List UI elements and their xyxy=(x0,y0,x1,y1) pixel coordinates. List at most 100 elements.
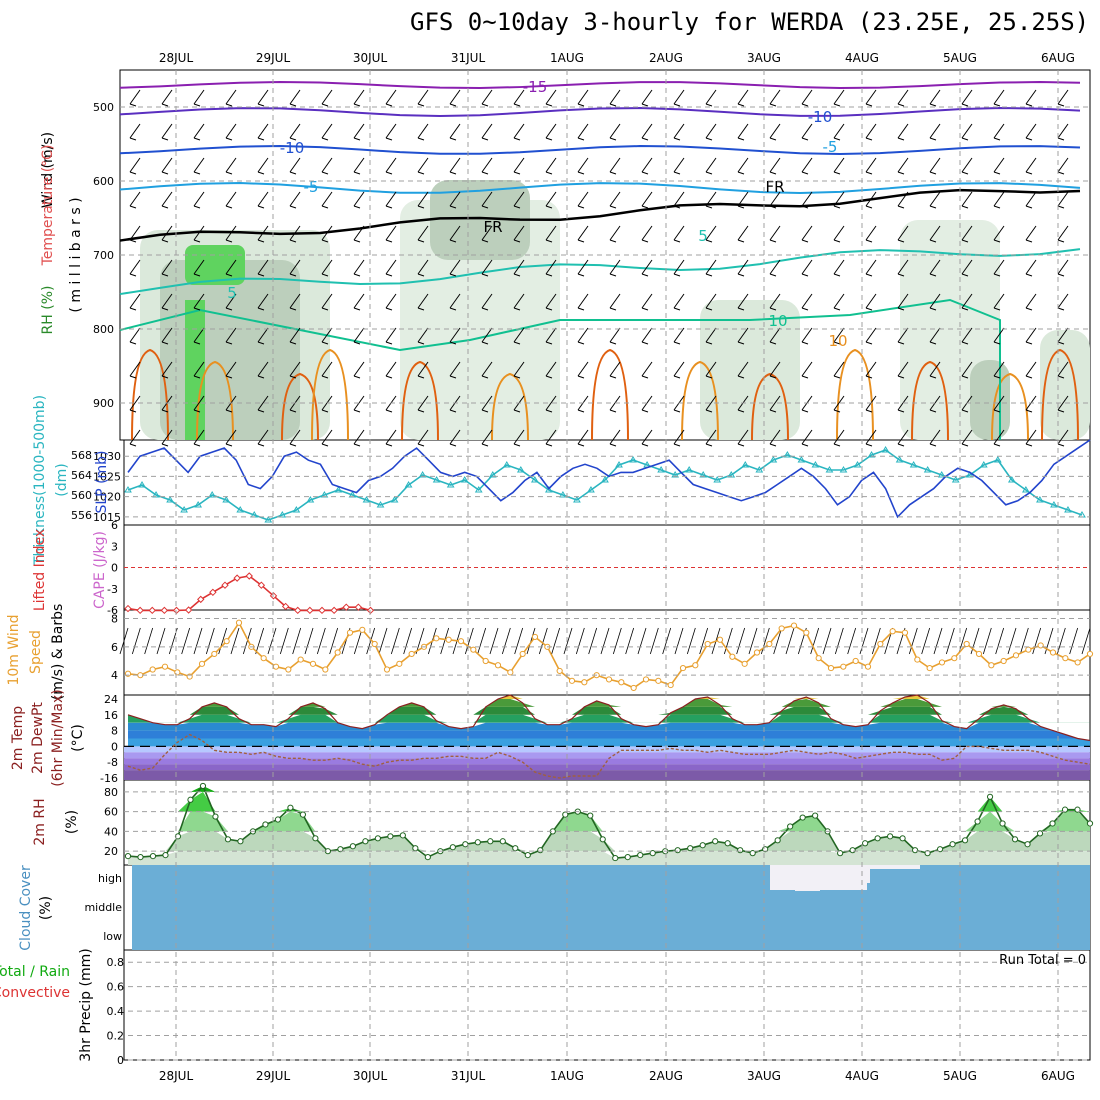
wind-barb xyxy=(289,429,301,447)
wind-barb xyxy=(417,361,429,379)
thickness-series-point xyxy=(685,466,694,473)
wind-barb xyxy=(737,327,749,345)
wind-barb xyxy=(961,123,973,141)
10m-wind-series-point xyxy=(1062,655,1069,662)
thickness-series-point xyxy=(853,461,862,468)
2m-rh-series-point xyxy=(337,846,344,853)
10m-wind-series-point xyxy=(531,633,539,641)
li-tick: -3 xyxy=(107,583,118,596)
wind-barb xyxy=(321,361,333,379)
10m-wind-barb xyxy=(970,627,980,655)
10m-wind-barb xyxy=(982,627,992,655)
thickness-series-point xyxy=(1007,476,1016,483)
thickness-series-point xyxy=(769,456,778,463)
rh-fill-band xyxy=(128,831,1090,852)
10m-wind-series-point xyxy=(605,676,613,683)
10m-wind-series-point xyxy=(766,640,773,648)
10m-wind-series-point xyxy=(556,667,563,675)
10m-wind-barb xyxy=(637,627,647,655)
wind-barb xyxy=(801,191,813,209)
10m-wind-series-point xyxy=(667,681,674,689)
wind-barb xyxy=(545,225,557,243)
wind-barb xyxy=(353,191,365,209)
wind-barb xyxy=(545,123,557,141)
10m-wind-barb xyxy=(822,627,832,655)
wind-barb xyxy=(641,191,653,209)
wind-barb xyxy=(513,157,525,175)
wind-barb xyxy=(257,191,269,209)
lifted-index-series-point xyxy=(233,574,241,582)
10m-wind-barb xyxy=(674,627,684,655)
date-label-bottom: 4AUG xyxy=(845,1069,879,1083)
wind-barb xyxy=(353,429,365,447)
10m-wind-barb xyxy=(131,627,141,655)
wind-barb xyxy=(961,429,973,447)
thickness-series-point xyxy=(867,451,876,458)
thickness-series-point xyxy=(334,486,343,493)
10m-wind-barb xyxy=(501,627,511,655)
wind-barb xyxy=(161,157,173,175)
precip-tick: 0.4 xyxy=(107,1005,125,1018)
wind-barb xyxy=(257,89,269,107)
wind-barb xyxy=(961,191,973,209)
wind-barb xyxy=(545,293,557,311)
isotherm-label: -15 xyxy=(523,78,548,96)
cloud-tick: low xyxy=(103,930,122,943)
warm-contour xyxy=(836,348,874,441)
wind-barb xyxy=(129,327,141,345)
thickness-axis-title: Thickness(1000-500mb) xyxy=(32,395,48,566)
date-label-top: 30JUL xyxy=(353,51,388,65)
precip-convective-label: Convective xyxy=(0,985,70,1001)
thickness-series-point xyxy=(502,461,511,468)
wind-barb xyxy=(737,123,749,141)
10m-wind-barb xyxy=(649,627,659,655)
wind-barb xyxy=(897,123,909,141)
thickness-series-point xyxy=(208,491,217,498)
date-label-bottom: 29JUL xyxy=(256,1069,291,1083)
wind-barb xyxy=(609,157,621,175)
wind-barb xyxy=(641,225,653,243)
thickness-series-point xyxy=(937,471,946,478)
10m-wind-barb xyxy=(834,627,844,655)
pressure-tick: 900 xyxy=(93,397,114,410)
10m-wind-series-point xyxy=(716,636,724,643)
thickness-series-point xyxy=(993,456,1002,463)
thickness-series-point xyxy=(530,476,539,483)
10m-wind-series-point xyxy=(297,656,304,663)
slp-tick: 1030 xyxy=(93,450,121,463)
2m-rh-series-point xyxy=(924,850,931,857)
wind-barb xyxy=(289,327,301,345)
10m-wind-series-point xyxy=(864,663,872,670)
cloud-gap xyxy=(870,865,920,869)
10m-wind-barb xyxy=(440,627,450,655)
wind-barb xyxy=(225,191,237,209)
wind-barb xyxy=(129,89,141,107)
10m-wind-series-point xyxy=(568,677,576,684)
rh-tick: 20 xyxy=(104,845,118,858)
wind-barb xyxy=(833,191,845,209)
wind-barb xyxy=(993,191,1005,209)
10m-wind-series-point xyxy=(889,628,896,635)
wind-barb xyxy=(897,429,909,447)
10m-wind-series-point xyxy=(753,649,761,656)
temp-fill-band xyxy=(128,714,1090,723)
10m-wind-series-point xyxy=(778,625,785,632)
10m-wind-series-point xyxy=(988,662,995,669)
10m-wind-barb xyxy=(242,627,252,655)
wind-barb xyxy=(129,395,141,413)
wind-barb xyxy=(961,327,973,345)
wind-barb xyxy=(353,293,365,311)
2m-rh-series-point xyxy=(224,836,232,843)
wind-barb xyxy=(193,123,205,141)
wind-barb xyxy=(929,225,941,243)
minmax-axis-title: (6hr Min/Max) xyxy=(50,689,66,786)
wind-barb xyxy=(929,429,941,447)
temp-fill-band xyxy=(128,722,1090,731)
li-tick: 3 xyxy=(111,540,118,553)
10m-wind-barb xyxy=(292,627,302,655)
wind-barb xyxy=(1025,293,1037,311)
wind-barb xyxy=(353,361,365,379)
10m-wind-series-point xyxy=(729,653,736,660)
wind-barb xyxy=(833,123,845,141)
thickness-series-point xyxy=(587,486,595,493)
